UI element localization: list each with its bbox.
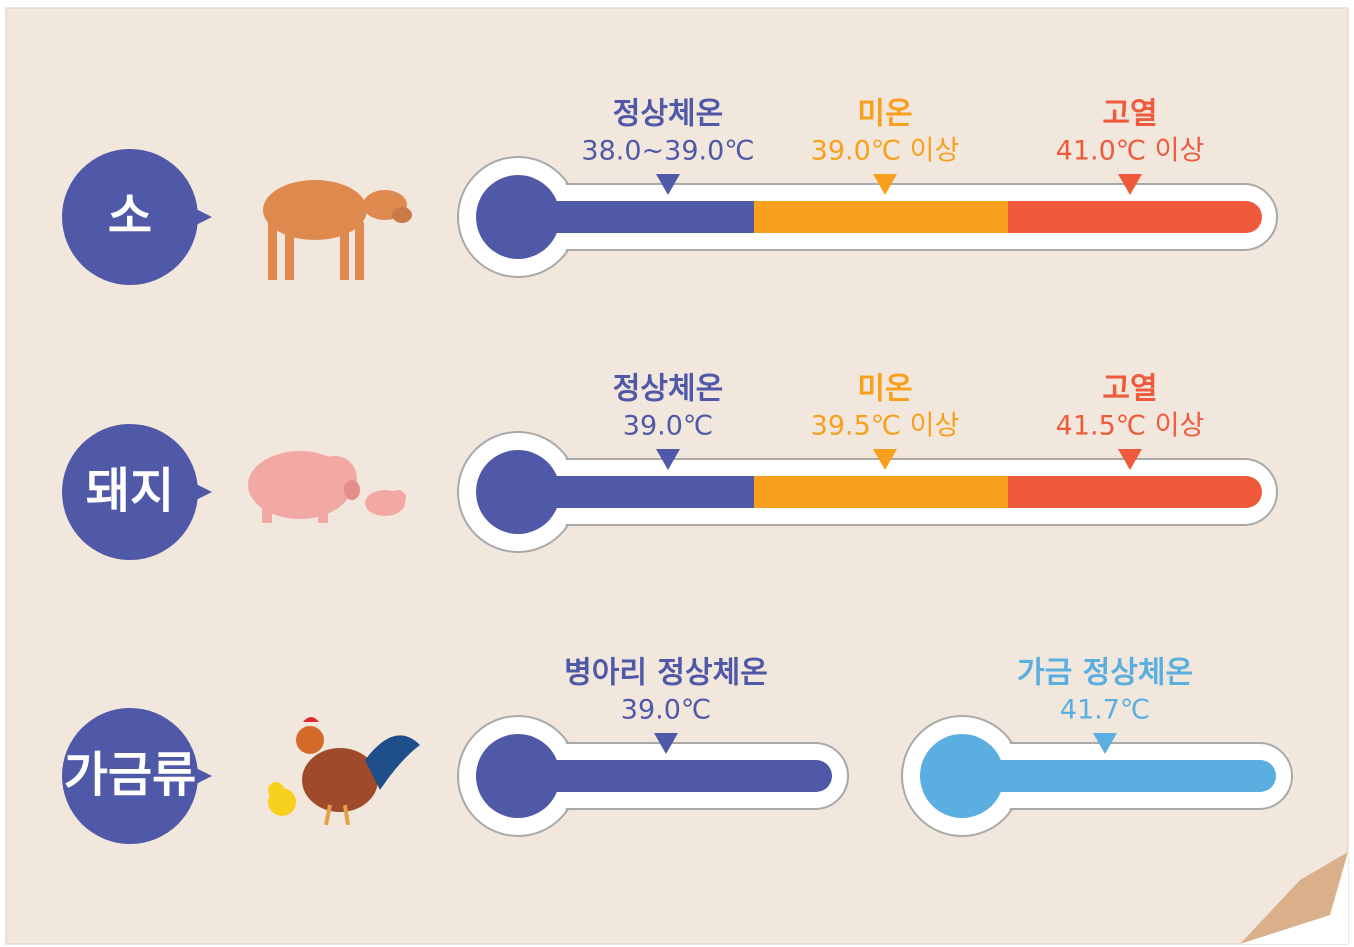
- thermo-bulb: [476, 734, 560, 818]
- marker-title: 고열: [1102, 97, 1157, 132]
- thermo-segment: [518, 760, 832, 792]
- thermo-bulb: [476, 175, 560, 259]
- marker-value: 41.5℃ 이상: [1056, 411, 1205, 442]
- page: 소정상체온38.0~39.0℃미온39.0℃ 이상고열41.0℃ 이상돼지정상체…: [0, 0, 1354, 947]
- marker-title: 미온: [857, 97, 912, 132]
- marker-title: 병아리 정상체온: [564, 656, 768, 691]
- animal-label: 돼지: [86, 463, 174, 519]
- marker-title: 정상체온: [613, 372, 723, 407]
- marker-value: 39.0℃: [623, 411, 713, 442]
- marker-value: 39.5℃ 이상: [811, 411, 960, 442]
- animal-label: 소: [108, 188, 152, 244]
- thermo-bulb: [920, 734, 1004, 818]
- marker-value: 39.0℃ 이상: [811, 136, 960, 167]
- marker-title: 고열: [1102, 372, 1157, 407]
- marker-value: 39.0℃: [621, 695, 711, 726]
- animal-label: 가금류: [64, 747, 196, 803]
- marker-value: 41.7℃: [1060, 695, 1150, 726]
- marker-value: 41.0℃ 이상: [1056, 136, 1205, 167]
- marker-title: 정상체온: [613, 97, 723, 132]
- thermo-segment: [962, 760, 1276, 792]
- marker-title: 가금 정상체온: [1017, 656, 1193, 691]
- marker-title: 미온: [857, 372, 912, 407]
- thermo-bulb: [476, 450, 560, 534]
- marker-value: 38.0~39.0℃: [581, 136, 754, 167]
